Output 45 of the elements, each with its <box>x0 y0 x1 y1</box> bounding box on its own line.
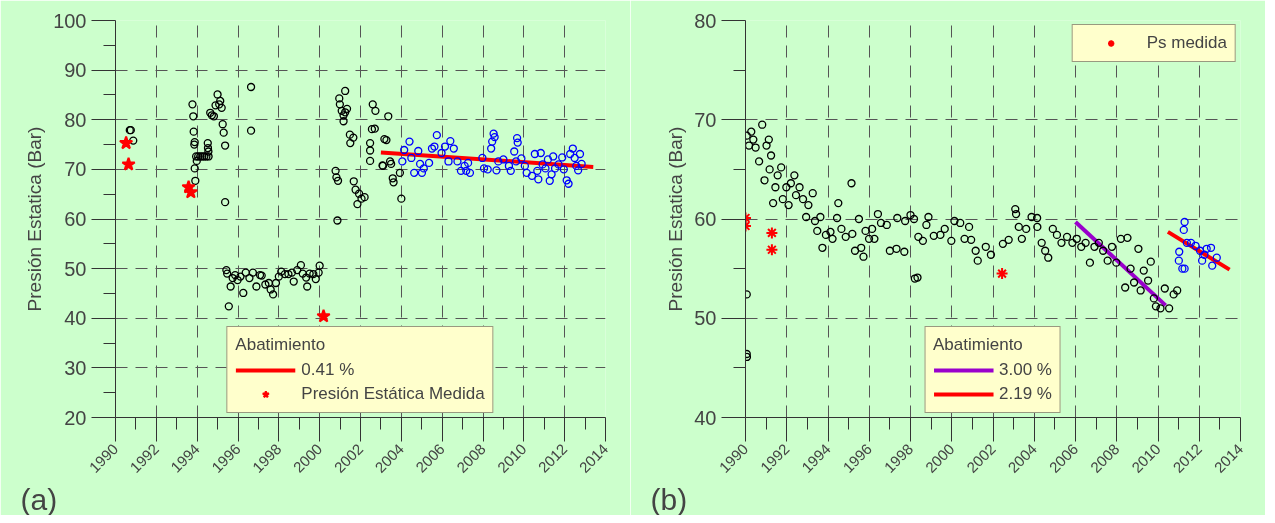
point <box>1197 256 1207 265</box>
legend-label: 3.00 % <box>999 360 1052 380</box>
text: (a) <box>20 482 58 516</box>
point <box>1186 238 1196 247</box>
point <box>1180 217 1189 227</box>
point <box>1206 243 1216 252</box>
point <box>1175 247 1184 256</box>
point <box>1191 241 1200 250</box>
y-tick-label: 50 <box>694 307 717 330</box>
y-tick-label: 50 <box>64 257 87 280</box>
point <box>1174 256 1183 265</box>
point <box>995 267 1009 281</box>
y-axis-title: Presión Estatica (Bar) <box>665 126 687 312</box>
legend-label: Ps medida <box>1146 33 1227 53</box>
y-tick-label: 60 <box>64 208 87 230</box>
y-tick-label: 90 <box>64 59 87 82</box>
y-tick-label: 40 <box>694 406 717 429</box>
point <box>316 308 331 323</box>
y-tick-label: 30 <box>64 356 87 379</box>
legend-label: 0.41 % <box>301 360 355 380</box>
point <box>1212 253 1221 262</box>
point <box>118 135 134 150</box>
legend-label: 2.19 % <box>999 384 1052 404</box>
y-tick-label: 40 <box>64 307 87 330</box>
y-tick-label: 20 <box>64 406 87 429</box>
y-tick-label: 70 <box>64 158 87 181</box>
legend-label: Presión Estática Medida <box>301 384 485 404</box>
y-tick-label: 80 <box>64 108 87 131</box>
legend-title: Abatimiento <box>933 335 1024 355</box>
y-tick-label: 60 <box>694 208 717 230</box>
point <box>765 243 779 257</box>
point <box>1179 225 1188 235</box>
point <box>1200 250 1209 259</box>
legend-title: Abatimiento <box>235 335 327 355</box>
y-axis-title: Presión Estatica (Bar) <box>24 126 46 312</box>
point <box>1182 238 1192 247</box>
y-tick-label: 100 <box>53 9 87 32</box>
y-tick-label: 80 <box>694 9 717 32</box>
text: (b) <box>650 482 688 516</box>
point <box>1195 246 1205 255</box>
y-tick-label: 70 <box>694 108 717 131</box>
point <box>1208 261 1217 270</box>
point <box>765 226 779 240</box>
point <box>121 156 136 171</box>
point <box>1202 244 1211 253</box>
